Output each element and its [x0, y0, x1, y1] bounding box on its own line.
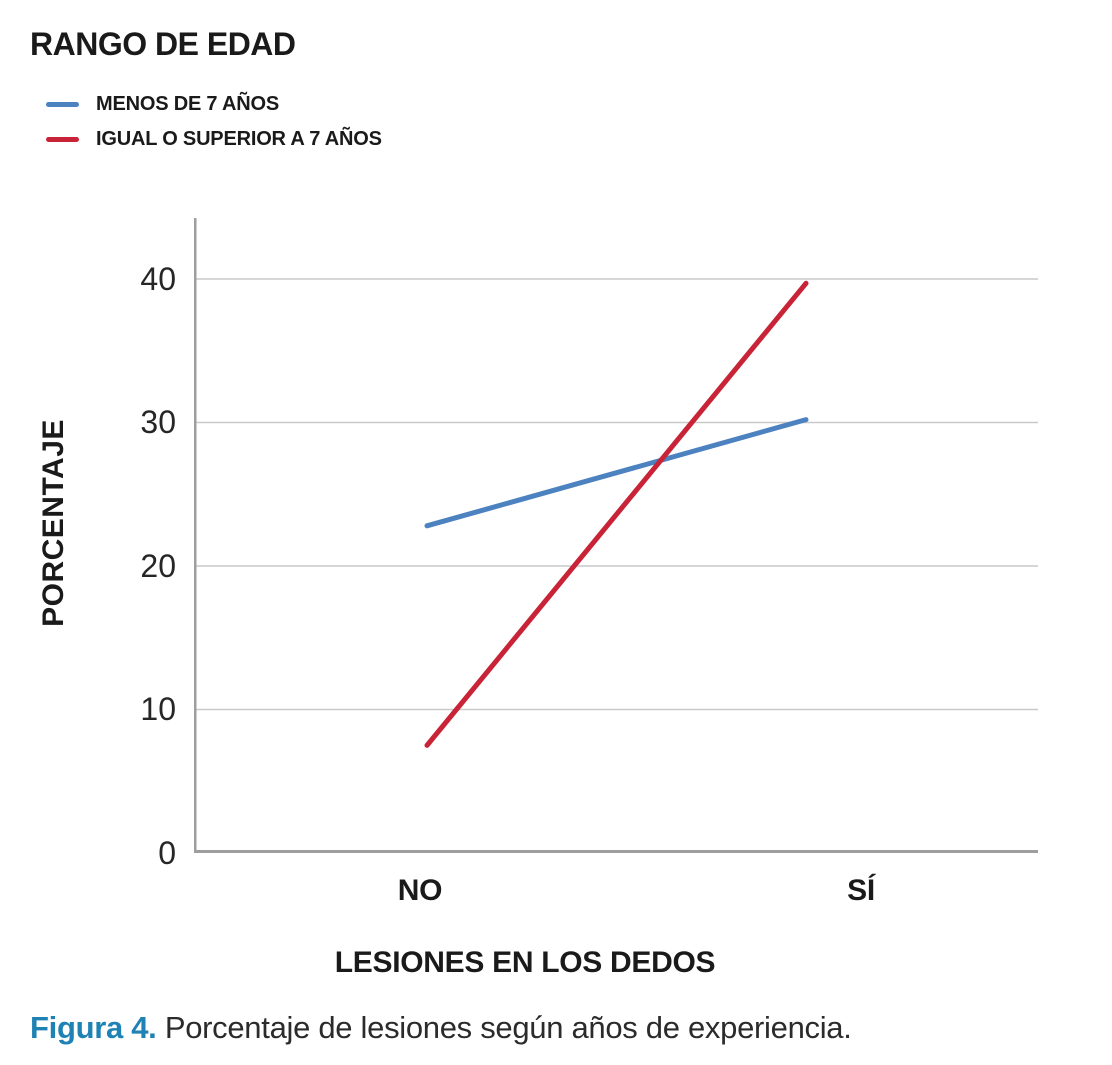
legend-item-label: MENOS DE 7 AÑOS — [96, 92, 279, 115]
line-chart-plot-area — [194, 218, 1038, 853]
y-axis-title: PORCENTAJE — [37, 419, 70, 627]
y-tick-label-10: 10 — [140, 691, 176, 728]
figure-caption: Figura 4. Porcentaje de lesiones según a… — [30, 1010, 852, 1046]
series-line-red — [424, 280, 809, 748]
figure-caption-text: Porcentaje de lesiones según años de exp… — [164, 1010, 852, 1045]
legend-item-menos-de-7: MENOS DE 7 AÑOS — [46, 91, 279, 117]
x-axis-title: LESIONES EN LOS DEDOS — [334, 946, 716, 979]
legend-line-swatch-red — [46, 136, 79, 142]
y-tick-label-0: 0 — [158, 835, 176, 871]
x-tick-label-si: SÍ — [847, 874, 875, 907]
legend-item-igual-o-superior: IGUAL O SUPERIOR A 7 AÑOS — [46, 126, 382, 152]
legend-title: RANGO DE EDAD — [30, 26, 296, 62]
y-tick-label-30: 30 — [140, 404, 176, 441]
legend-line-swatch-blue — [46, 101, 79, 107]
x-tick-label-no: NO — [397, 874, 443, 907]
series-line-blue — [424, 417, 809, 529]
y-tick-label-20: 20 — [140, 547, 176, 584]
legend-item-label: IGUAL O SUPERIOR A 7 AÑOS — [96, 127, 382, 150]
y-tick-label-40: 40 — [140, 260, 176, 297]
figure-caption-label: Figura 4. — [30, 1010, 157, 1045]
